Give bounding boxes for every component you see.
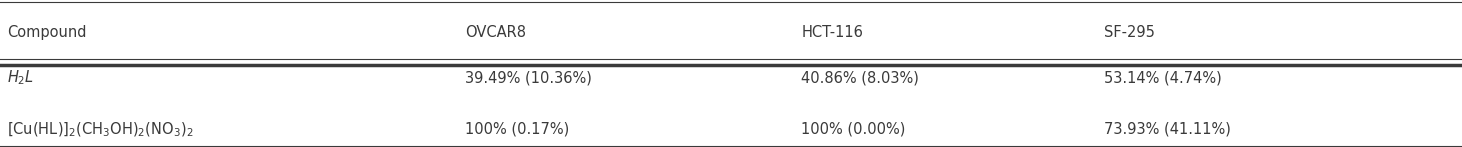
Text: 100% (0.17%): 100% (0.17%)	[465, 122, 569, 137]
Text: OVCAR8: OVCAR8	[465, 25, 526, 40]
Text: 73.93% (41.11%): 73.93% (41.11%)	[1104, 122, 1231, 137]
Text: SF-295: SF-295	[1104, 25, 1155, 40]
Text: HCT-116: HCT-116	[801, 25, 863, 40]
Text: $H_2L$: $H_2L$	[7, 69, 35, 87]
Text: Compound: Compound	[7, 25, 86, 40]
Text: 40.86% (8.03%): 40.86% (8.03%)	[801, 70, 920, 85]
Text: 39.49% (10.36%): 39.49% (10.36%)	[465, 70, 592, 85]
Text: 100% (0.00%): 100% (0.00%)	[801, 122, 905, 137]
Text: 53.14% (4.74%): 53.14% (4.74%)	[1104, 70, 1222, 85]
Text: [Cu(HL)]$_2$(CH$_3$OH)$_2$(NO$_3$)$_2$: [Cu(HL)]$_2$(CH$_3$OH)$_2$(NO$_3$)$_2$	[7, 120, 194, 139]
